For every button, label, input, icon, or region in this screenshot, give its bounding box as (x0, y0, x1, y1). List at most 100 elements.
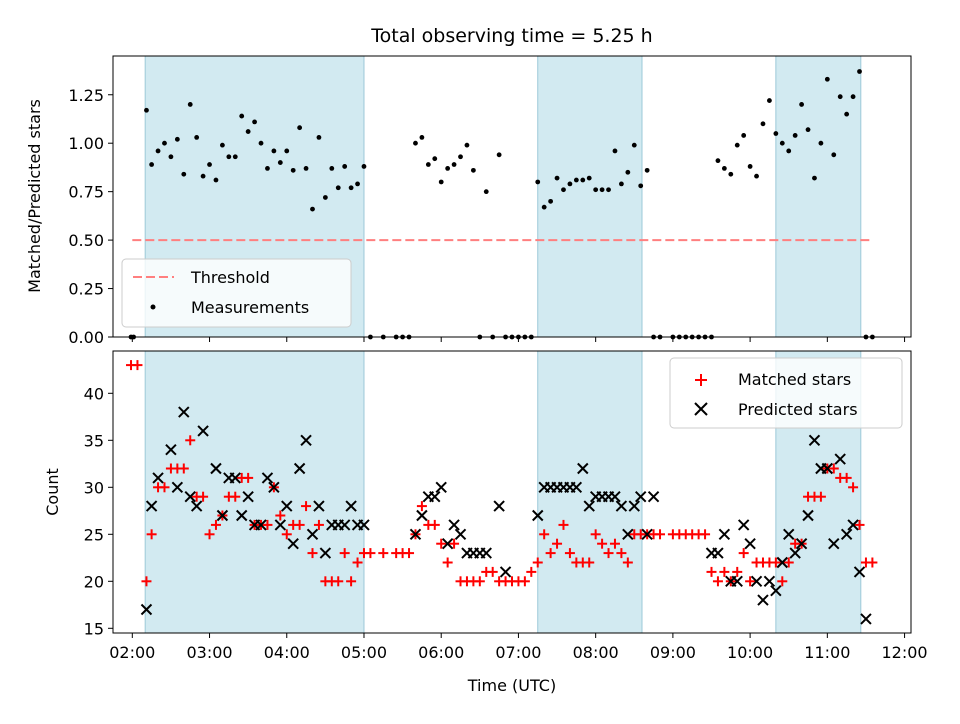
measurement-point (767, 98, 772, 103)
measurement-point (252, 119, 257, 125)
matched-star-marker (597, 538, 608, 549)
measurement-point (586, 175, 592, 181)
legend-predicted-label: Predicted stars (738, 400, 858, 419)
predicted-star-marker (828, 537, 840, 550)
matched-star-marker (301, 501, 312, 512)
measurement-point (361, 164, 367, 169)
matched-star-marker (141, 576, 152, 587)
predicted-star-marker (345, 500, 357, 512)
predicted-star-marker (216, 509, 229, 522)
measurement-point (458, 154, 463, 160)
predicted-star-marker (152, 472, 164, 484)
measurement-point (329, 166, 335, 171)
predicted-star-marker (609, 490, 621, 503)
matched-star-marker (848, 482, 859, 493)
measurement-point (174, 136, 180, 142)
predicted-star-marker (853, 566, 866, 578)
matched-star-marker (230, 491, 241, 502)
matched-star-marker (603, 548, 614, 559)
x-axis-label: Time (UTC) (467, 676, 556, 695)
predicted-star-marker (795, 537, 808, 550)
measurement-point (567, 181, 573, 187)
bottom-legend: Matched stars Predicted stars (669, 357, 903, 429)
top-y-axis: 0.00 0.25 0.50 0.75 1.00 1.25 (68, 86, 113, 347)
matched-star-marker (545, 548, 556, 559)
matched-star-marker (558, 519, 569, 530)
measurement-point (812, 175, 817, 181)
measurement-point (619, 181, 624, 187)
y-tick-label: 0.00 (68, 328, 104, 347)
measurement-point (271, 148, 277, 154)
measurement-point (445, 166, 451, 171)
measurement-point (721, 166, 727, 171)
measurement-point (181, 171, 187, 177)
predicted-star-marker (287, 537, 299, 550)
measurement-point (541, 204, 547, 210)
predicted-star-marker (776, 556, 788, 569)
matched-star-marker (198, 491, 209, 502)
measurement-point (644, 167, 650, 173)
matched-star-marker (436, 538, 447, 549)
y-tick-label: 1.00 (68, 134, 104, 153)
predicted-star-marker (834, 453, 846, 465)
measurement-point (760, 121, 766, 127)
legend-threshold-label: Threshold (190, 268, 270, 287)
measurement-point (432, 156, 438, 162)
measurement-point (741, 133, 747, 138)
measurement-point (322, 195, 328, 200)
matched-star-marker (712, 576, 723, 587)
matched-star-marker (474, 576, 485, 587)
measurement-point (561, 187, 566, 193)
matched-star-marker (178, 463, 189, 474)
x-tick-label: 03:00 (186, 643, 232, 662)
matched-star-marker (404, 548, 415, 559)
measurement-point (631, 142, 637, 148)
matched-star-marker (616, 548, 627, 559)
measurement-point (413, 140, 418, 146)
measurement-point (355, 181, 360, 187)
observing-interval-band (537, 56, 642, 337)
measurement-point (297, 125, 303, 131)
measurement-point (155, 148, 161, 154)
matched-star-marker (526, 566, 537, 577)
measurement-point (342, 164, 348, 169)
measurement-point (792, 133, 798, 138)
matched-star-marker (777, 576, 788, 587)
y-tick-label: 20 (84, 572, 104, 591)
measurement-point (451, 162, 457, 167)
predicted-star-marker (783, 528, 795, 541)
bottom-panel: 15 20 25 30 35 40 02:00 03:00 04:00 05:00 06:00 07… (43, 350, 928, 695)
predicted-star-marker (641, 528, 653, 541)
measurement-point (213, 177, 219, 183)
measurement-point (818, 140, 824, 146)
matched-star-marker (210, 519, 221, 530)
predicted-star-marker (429, 490, 441, 503)
predicted-star-marker (493, 500, 505, 512)
predicted-star-marker (847, 519, 859, 531)
measurement-point (857, 69, 862, 74)
matched-star-marker (243, 472, 254, 483)
matched-star-marker (159, 482, 170, 493)
measurement-point (734, 142, 740, 148)
top-legend-box (121, 258, 352, 328)
measurement-point (470, 167, 476, 173)
x-tick-label: 12:00 (882, 643, 928, 662)
predicted-star-marker (860, 613, 872, 625)
predicted-star-marker (184, 490, 196, 503)
matched-star-marker (333, 576, 344, 587)
measurement-point (625, 169, 631, 175)
measurement-point (599, 187, 605, 193)
measurement-point (799, 102, 804, 107)
predicted-star-marker (306, 528, 319, 541)
measurement-point (747, 164, 753, 169)
y-tick-label: 40 (84, 384, 104, 403)
matched-star-marker (204, 529, 215, 540)
predicted-star-marker (268, 481, 280, 494)
measurement-point (265, 166, 270, 171)
x-tick-label: 08:00 (573, 643, 619, 662)
matched-star-marker (313, 519, 324, 530)
observing-interval-band (145, 351, 364, 633)
measurement-point (580, 177, 586, 183)
measurement-point (715, 158, 721, 164)
predicted-star-marker (789, 547, 801, 559)
